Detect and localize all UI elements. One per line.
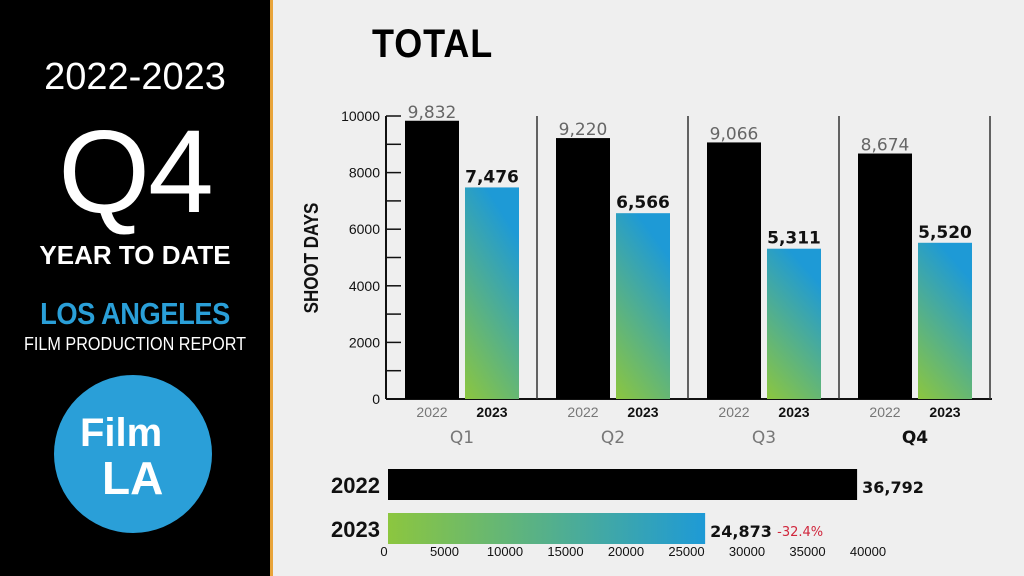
y-tick-label: 6000 [349, 221, 380, 237]
hbar-category: 2022 [331, 473, 380, 498]
y-tick-label: 0 [372, 391, 380, 407]
hbar-tick-label: 40000 [850, 544, 886, 559]
bar-2023 [465, 187, 519, 399]
quarter-label: Q3 [752, 428, 776, 448]
data-label-2023: 5,520 [918, 223, 972, 243]
report-label: FILM PRODUCTION REPORT [23, 334, 247, 354]
hbar-tick-label: 20000 [608, 544, 644, 559]
filmla-logo: Film LA [54, 375, 212, 533]
left-panel: 2022-2023 Q4 YEAR TO DATE LOS ANGELES FI… [0, 0, 270, 576]
hbar-tick-label: 25000 [668, 544, 704, 559]
change-label: -32.4% [777, 525, 823, 540]
x-label-2023: 2023 [929, 404, 960, 420]
hbar-tick-label: 10000 [487, 544, 523, 559]
y-tick-label: 2000 [349, 334, 380, 350]
x-label-2023: 2023 [476, 404, 507, 420]
data-label-2022: 9,220 [559, 120, 608, 140]
hbar-value: 24,873 [710, 522, 772, 541]
x-label-2023: 2023 [627, 404, 658, 420]
hbar-category: 2023 [331, 517, 380, 542]
hbar-2023 [388, 513, 706, 544]
data-label-2022: 8,674 [861, 136, 910, 156]
y-tick-label: 8000 [349, 165, 380, 181]
bar-2022 [707, 142, 761, 400]
hbar-tick-label: 5000 [430, 544, 459, 559]
y-axis-label: SHOOT DAYS [300, 203, 323, 314]
hbar-tick-label: 35000 [789, 544, 825, 559]
bar-2022 [405, 120, 459, 400]
data-label-2022: 9,066 [710, 124, 759, 144]
x-label-2022: 2022 [567, 404, 598, 420]
quarter-label: Q2 [601, 428, 625, 448]
accent-divider [270, 0, 273, 576]
bar-2023 [918, 242, 972, 399]
y-tick-label: 10000 [341, 108, 380, 124]
data-label-2023: 7,476 [465, 167, 519, 187]
x-label-2022: 2022 [718, 404, 749, 420]
bar-2023 [616, 213, 670, 399]
hbar-tick-label: 0 [380, 544, 387, 559]
hbar-tick-label: 15000 [547, 544, 583, 559]
hbar-2022 [388, 469, 858, 500]
quarter-label: Q1 [450, 428, 474, 448]
y-tick-label: 4000 [349, 278, 380, 294]
chart-title: TOTAL [372, 22, 494, 66]
data-label-2022: 9,832 [408, 103, 457, 123]
bar-2022 [556, 138, 610, 399]
years-label: 2022-2023 [44, 56, 226, 98]
x-label-2022: 2022 [869, 404, 900, 420]
x-label-2023: 2023 [778, 404, 809, 420]
hbar-value: 36,792 [862, 478, 924, 497]
bar-2022 [858, 153, 912, 399]
data-label-2023: 6,566 [616, 193, 670, 213]
subtitle: YEAR TO DATE [39, 240, 231, 270]
data-label-2023: 5,311 [767, 229, 821, 249]
bar-2023 [767, 248, 821, 399]
hbar-tick-label: 30000 [729, 544, 765, 559]
x-label-2022: 2022 [416, 404, 447, 420]
quarter-label: Q4 [58, 106, 213, 238]
quarter-label: Q4 [902, 428, 928, 448]
city-label: LOS ANGELES [40, 296, 230, 331]
